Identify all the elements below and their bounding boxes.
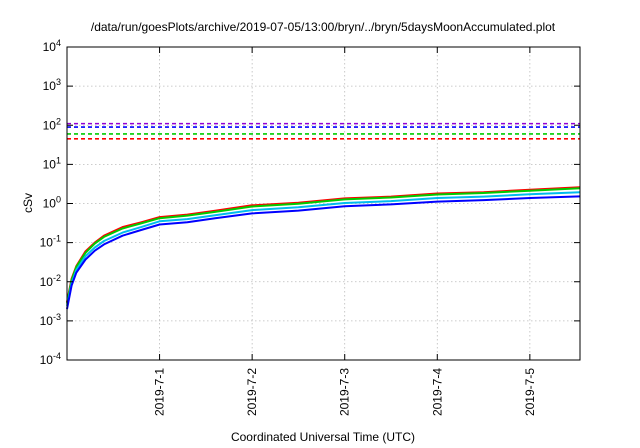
y-axis-ticks: 10-4 10-3 10-2 10-1 100 101 102 103 104	[40, 38, 580, 367]
series-line	[66, 187, 581, 304]
y-tick-label: 101	[43, 155, 61, 171]
chart-title: /data/run/goesPlots/archive/2019-07-05/1…	[91, 20, 556, 34]
y-tick-label: 10-4	[40, 351, 61, 367]
grid	[67, 47, 580, 360]
y-axis-label: cSv	[21, 193, 35, 213]
x-tick-label: 2019-7-5	[523, 368, 537, 416]
x-tick-label: 2019-7-1	[153, 368, 167, 416]
x-tick-label: 2019-7-4	[430, 368, 444, 416]
y-tick-label: 10-3	[40, 312, 61, 328]
y-tick-label: 102	[43, 116, 61, 132]
x-tick-label: 2019-7-2	[245, 368, 259, 416]
series-line	[66, 195, 581, 310]
y-tick-label: 10-2	[40, 273, 61, 289]
threshold-lines	[67, 122, 580, 140]
y-tick-label: 100	[43, 195, 61, 211]
x-axis-ticks: 2019-7-1 2019-7-2 2019-7-3 2019-7-4 2019-7-5	[153, 47, 537, 416]
x-axis-label: Coordinated Universal Time (UTC)	[231, 430, 415, 444]
x-tick-label: 2019-7-3	[338, 368, 352, 416]
data-series	[66, 186, 581, 310]
series-line	[66, 191, 581, 307]
y-tick-label: 104	[43, 38, 61, 54]
y-tick-label: 103	[43, 77, 61, 93]
y-tick-label: 10-1	[40, 234, 61, 250]
